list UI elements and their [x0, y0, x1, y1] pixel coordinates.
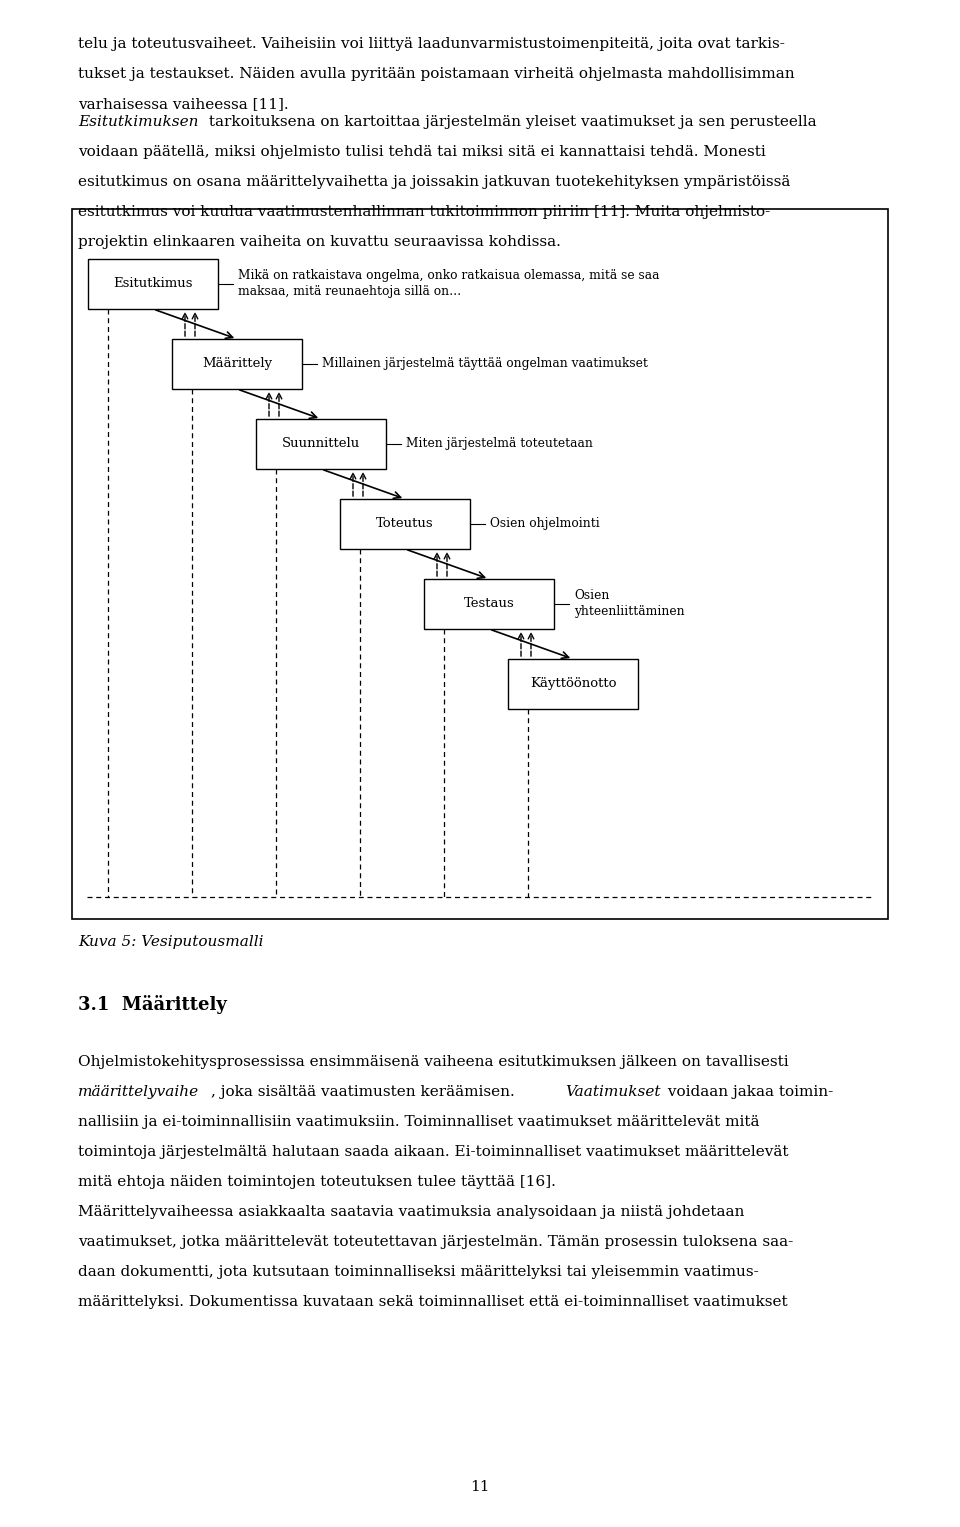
- Bar: [424, 579, 554, 629]
- Text: määrittelyksi. Dokumentissa kuvataan sekä toiminnalliset että ei-toiminnalliset : määrittelyksi. Dokumentissa kuvataan sek…: [78, 1295, 787, 1309]
- Text: 11: 11: [470, 1480, 490, 1493]
- Bar: [172, 339, 302, 389]
- Text: Määrittelyvaiheessa asiakkaalta saatavia vaatimuksia analysoidaan ja niistä johd: Määrittelyvaiheessa asiakkaalta saatavia…: [78, 1205, 744, 1219]
- Text: 3.1  Määrittely: 3.1 Määrittely: [78, 996, 227, 1014]
- Text: Käyttöönotto: Käyttöönotto: [530, 678, 616, 690]
- Text: Ohjelmistokehitysprosessissa ensimmäisenä vaiheena esitutkimuksen jälkeen on tav: Ohjelmistokehitysprosessissa ensimmäisen…: [78, 1055, 788, 1069]
- Text: Testaus: Testaus: [464, 597, 515, 611]
- Bar: [508, 660, 638, 709]
- Text: Määrittely: Määrittely: [202, 357, 272, 371]
- Text: vaatimukset, jotka määrittelevät toteutettavan järjestelmän. Tämän prosessin tul: vaatimukset, jotka määrittelevät toteute…: [78, 1235, 793, 1249]
- Text: varhaisessa vaiheessa [11].: varhaisessa vaiheessa [11].: [78, 98, 289, 111]
- Text: Mikä on ratkaistava ongelma, onko ratkaisua olemassa, mitä se saa
maksaa, mitä r: Mikä on ratkaistava ongelma, onko ratkai…: [238, 269, 660, 298]
- Bar: [340, 499, 470, 550]
- Text: nallisiin ja ei-toiminnallisiin vaatimuksiin. Toiminnalliset vaatimukset määritt: nallisiin ja ei-toiminnallisiin vaatimuk…: [78, 1115, 759, 1128]
- Text: esitutkimus voi kuulua vaatimustenhallinnan tukitoiminnon piiriin [11]. Muita oh: esitutkimus voi kuulua vaatimustenhallin…: [78, 205, 770, 218]
- Text: Osien ohjelmointi: Osien ohjelmointi: [490, 518, 600, 530]
- Text: toimintoja järjestelmältä halutaan saada aikaan. Ei-toiminnalliset vaatimukset m: toimintoja järjestelmältä halutaan saada…: [78, 1145, 788, 1159]
- Text: esitutkimus on osana määrittelyvaihetta ja joissakin jatkuvan tuotekehityksen ym: esitutkimus on osana määrittelyvaihetta …: [78, 176, 790, 189]
- Text: , joka sisältää vaatimusten keräämisen.: , joka sisältää vaatimusten keräämisen.: [211, 1086, 519, 1099]
- Text: Osien
yhteenliittäminen: Osien yhteenliittäminen: [574, 589, 684, 618]
- Bar: [72, 209, 888, 919]
- Bar: [88, 260, 218, 308]
- Text: Suunnittelu: Suunnittelu: [282, 438, 360, 450]
- Text: määrittelyvaihe: määrittelyvaihe: [78, 1086, 199, 1099]
- Text: Toteutus: Toteutus: [376, 518, 434, 530]
- Text: Miten järjestelmä toteutetaan: Miten järjestelmä toteutetaan: [406, 438, 593, 450]
- Text: voidaan jakaa toimin-: voidaan jakaa toimin-: [662, 1086, 833, 1099]
- Text: tukset ja testaukset. Näiden avulla pyritään poistamaan virheitä ohjelmasta mahd: tukset ja testaukset. Näiden avulla pyri…: [78, 67, 795, 81]
- Text: telu ja toteutusvaiheet. Vaiheisiin voi liittyä laadunvarmistustoimenpiteitä, jo: telu ja toteutusvaiheet. Vaiheisiin voi …: [78, 37, 785, 50]
- Text: projektin elinkaaren vaiheita on kuvattu seuraavissa kohdissa.: projektin elinkaaren vaiheita on kuvattu…: [78, 235, 561, 249]
- Text: Kuva 5: Vesiputousmalli: Kuva 5: Vesiputousmalli: [78, 935, 263, 948]
- Text: voidaan päätellä, miksi ohjelmisto tulisi tehdä tai miksi sitä ei kannattaisi te: voidaan päätellä, miksi ohjelmisto tulis…: [78, 145, 766, 159]
- Text: Millainen järjestelmä täyttää ongelman vaatimukset: Millainen järjestelmä täyttää ongelman v…: [322, 357, 648, 371]
- Text: tarkoituksena on kartoittaa järjestelmän yleiset vaatimukset ja sen perusteella: tarkoituksena on kartoittaa järjestelmän…: [204, 115, 816, 128]
- Text: daan dokumentti, jota kutsutaan toiminnalliseksi määrittelyksi tai yleisemmin va: daan dokumentti, jota kutsutaan toiminna…: [78, 1264, 758, 1280]
- Text: Vaatimukset: Vaatimukset: [565, 1086, 660, 1099]
- Bar: [256, 418, 386, 469]
- Text: Esitutkimuksen: Esitutkimuksen: [78, 115, 199, 128]
- Text: mitä ehtoja näiden toimintojen toteutuksen tulee täyttää [16].: mitä ehtoja näiden toimintojen toteutuks…: [78, 1174, 556, 1190]
- Text: Esitutkimus: Esitutkimus: [113, 278, 193, 290]
